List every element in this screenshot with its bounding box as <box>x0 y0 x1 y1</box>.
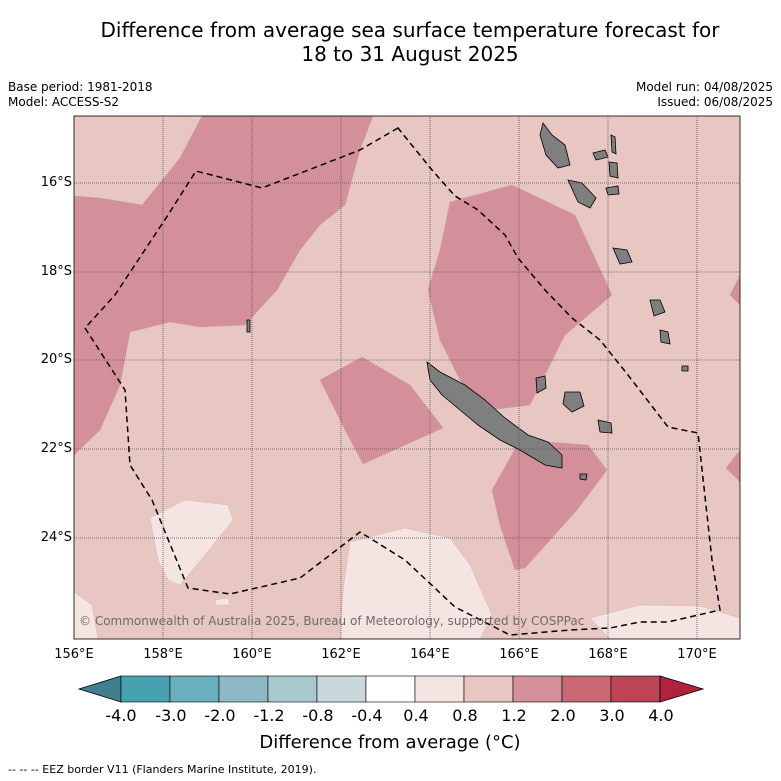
lon-tick-label: 170°E <box>677 647 717 662</box>
colorbar-under-arrow <box>77 675 122 703</box>
warm-region-south-east <box>491 439 608 571</box>
colorbar-tick-label: -0.4 <box>351 706 383 725</box>
colorbar <box>77 675 705 703</box>
colorbar-bin <box>610 675 661 703</box>
title-line-1: Difference from average sea surface temp… <box>100 18 720 42</box>
colorbar-bin <box>316 675 367 703</box>
warm-region-northwest <box>74 116 374 456</box>
lat-tick-label: 24°S <box>40 530 72 545</box>
new-caledonia-landmass <box>426 361 563 469</box>
warm-region-east-edge-1 <box>729 274 740 306</box>
islet-west <box>246 319 251 333</box>
meta-right: Model run: 04/08/2025 Issued: 06/08/2025 <box>636 80 773 110</box>
light-region-bottom-left <box>74 591 99 639</box>
vanuatu-island-10 <box>681 365 689 372</box>
colorbar-tick-label: 4.0 <box>648 706 674 725</box>
vanuatu-island-3 <box>610 134 617 155</box>
colorbar-bin <box>365 675 416 703</box>
lat-tick-label: 20°S <box>40 352 72 367</box>
colorbar-over-arrow <box>659 675 705 703</box>
issued-text: Issued: 06/08/2025 <box>657 95 773 109</box>
loyalty-island-1 <box>535 375 547 394</box>
colorbar-bin <box>463 675 514 703</box>
title-line-2: 18 to 31 August 2025 <box>301 42 519 66</box>
colorbar-tick-label: -0.8 <box>302 706 334 725</box>
colorbar-bin <box>120 675 171 703</box>
gridlines <box>74 116 740 639</box>
colorbar-tick-label: 0.8 <box>452 706 478 725</box>
colorbar-bin <box>218 675 269 703</box>
light-region-small-patch <box>214 597 231 606</box>
vanuatu-island-5 <box>567 179 597 209</box>
vanuatu-island-4 <box>608 161 619 179</box>
small-island <box>579 473 588 481</box>
map-layers <box>74 116 740 639</box>
model-text: Model: ACCESS-S2 <box>8 95 120 109</box>
lat-tick-label: 16°S <box>40 175 72 190</box>
model-run-text: Model run: 04/08/2025 <box>635 80 773 94</box>
vanuatu-island-7 <box>612 247 633 265</box>
lon-tick-label: 166°E <box>499 647 539 662</box>
colorbar-bin <box>561 675 612 703</box>
lon-tick-label: 168°E <box>588 647 628 662</box>
loyalty-island-2 <box>562 391 585 413</box>
base-period-text: Base period: 1981-2018 <box>8 80 153 94</box>
lon-tick-label: 156°E <box>54 647 94 662</box>
vanuatu-island-1 <box>539 122 571 169</box>
colorbar-tick-label: -2.0 <box>204 706 236 725</box>
lon-tick-label: 158°E <box>143 647 183 662</box>
lat-tick-label: 22°S <box>40 441 72 456</box>
colorbar-tick-label: -3.0 <box>155 706 187 725</box>
light-region-southwest <box>149 499 234 586</box>
colorbar-bin <box>267 675 318 703</box>
colorbar-bin <box>512 675 563 703</box>
lon-tick-label: 164°E <box>410 647 450 662</box>
meta-left: Base period: 1981-2018 Model: ACCESS-S2 <box>8 80 153 110</box>
colorbar-tick-label: 2.0 <box>550 706 576 725</box>
light-region-south-central <box>339 527 493 639</box>
colorbar-tick-label: 3.0 <box>599 706 625 725</box>
lat-tick-label: 18°S <box>40 264 72 279</box>
vanuatu-island-9 <box>659 329 671 345</box>
warm-region-central <box>319 356 444 465</box>
warm-region-east-upper <box>427 184 613 411</box>
colorbar-bin <box>414 675 465 703</box>
lon-tick-label: 162°E <box>321 647 361 662</box>
colorbar-tick-label: 1.2 <box>501 706 527 725</box>
colorbar-bin <box>169 675 220 703</box>
chart-title: Difference from average sea surface temp… <box>40 18 780 66</box>
warm-region-east-edge-2 <box>725 449 740 483</box>
copyright-text: © Commonwealth of Australia 2025, Bureau… <box>79 614 585 628</box>
loyalty-island-3 <box>597 419 613 434</box>
colorbar-title: Difference from average (°C) <box>259 732 521 753</box>
vanuatu-island-6 <box>605 185 620 196</box>
colorbar-tick-label: -4.0 <box>105 706 137 725</box>
vanuatu-island-8 <box>649 299 666 317</box>
eez-border <box>84 127 721 636</box>
lon-tick-label: 160°E <box>232 647 272 662</box>
colorbar-tick-label: 0.4 <box>403 706 429 725</box>
colorbar-tick-label: -1.2 <box>253 706 285 725</box>
map-frame <box>73 115 741 640</box>
eez-footnote: -- -- -- EEZ border V11 (Flanders Marine… <box>8 763 317 776</box>
